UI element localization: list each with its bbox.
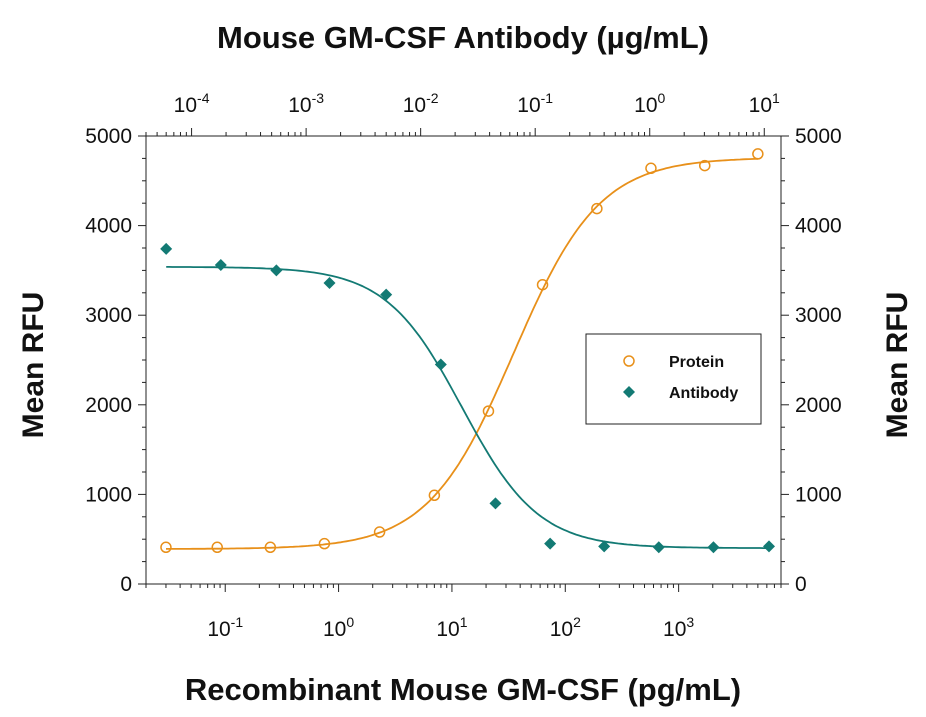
protein-data-point (699, 159, 711, 172)
antibody-data-point (214, 259, 227, 272)
x-bottom-tick-label: 10-1 (207, 614, 243, 641)
tick-exponent: -2 (426, 90, 439, 106)
protein-data-point (482, 405, 495, 417)
tick-exponent: -1 (541, 90, 554, 106)
protein-data-point (752, 148, 764, 160)
x-bottom-tick-label: 103 (663, 614, 694, 641)
x-top-tick-label: 10-3 (288, 90, 324, 117)
legend-box (585, 333, 762, 425)
tick-base: 10 (749, 94, 772, 117)
x-top-tick-label: 10-4 (174, 90, 210, 117)
y-right-tick-label: 4000 (795, 215, 842, 238)
legend-label-protein: Protein (669, 354, 724, 371)
tick-base: 10 (207, 618, 230, 641)
tick-base: 10 (323, 618, 346, 641)
antibody-data-point (763, 540, 776, 553)
tick-base: 10 (403, 94, 426, 117)
protein-data-point (211, 541, 223, 554)
y-left-tick-label: 1000 (85, 483, 132, 506)
tick-base: 10 (550, 618, 573, 641)
antibody-data-point (380, 288, 393, 301)
protein-data-point (318, 537, 331, 550)
x-bottom-tick-label: 101 (436, 614, 467, 641)
tick-base: 10 (634, 94, 657, 117)
protein-data-point (160, 541, 172, 554)
protein-data-point (645, 162, 657, 175)
y-left-tick-label: 2000 (85, 394, 132, 417)
x-top-tick-label: 100 (634, 90, 665, 117)
tick-base: 10 (436, 618, 459, 641)
y-right-tick-label: 3000 (795, 304, 842, 327)
protein-data-point (264, 541, 277, 554)
protein-fit-curve (166, 157, 758, 550)
tick-exponent: 0 (346, 614, 354, 630)
legend-marker-antibody (623, 386, 635, 398)
x-top-tick-label: 10-2 (403, 90, 439, 117)
tick-exponent: -4 (197, 90, 210, 106)
x-bottom-tick-label: 100 (323, 614, 354, 641)
right-y-axis-title: Mean RFU (881, 292, 914, 439)
x-top-tick-label: 101 (749, 90, 780, 117)
tick-exponent: -1 (231, 614, 244, 630)
protein-data-point (536, 278, 549, 291)
legend-label-antibody: Antibody (669, 385, 738, 402)
tick-base: 10 (174, 94, 197, 117)
tick-exponent: 2 (573, 614, 581, 630)
y-right-tick-label: 0 (795, 573, 807, 596)
tick-exponent: 1 (460, 614, 468, 630)
protein-data-point (591, 202, 603, 215)
tick-exponent: 1 (772, 90, 780, 106)
left-y-axis-title: Mean RFU (17, 292, 50, 439)
antibody-data-point (160, 242, 173, 255)
tick-base: 10 (517, 94, 540, 117)
y-right-tick-label: 1000 (795, 483, 842, 506)
tick-exponent: 3 (686, 614, 694, 630)
top-axis-title: Mouse GM-CSF Antibody (µg/mL) (217, 20, 709, 55)
y-right-tick-label: 5000 (795, 125, 842, 148)
antibody-data-point (544, 537, 557, 550)
antibody-data-point (489, 497, 502, 510)
antibody-data-point (434, 358, 447, 371)
x-axis-title: Recombinant Mouse GM-CSF (pg/mL) (185, 672, 741, 707)
tick-base: 10 (288, 94, 311, 117)
antibody-data-point (270, 264, 283, 277)
legend-marker-protein (623, 355, 635, 367)
antibody-data-point (707, 541, 720, 554)
tick-base: 10 (663, 618, 686, 641)
antibody-data-point (598, 540, 611, 553)
legend: Protein Antibody (585, 333, 762, 425)
y-left-tick-label: 0 (120, 573, 132, 596)
tick-exponent: -3 (312, 90, 325, 106)
y-left-tick-label: 3000 (85, 304, 132, 327)
antibody-data-point (652, 541, 665, 554)
y-left-tick-label: 4000 (85, 215, 132, 238)
x-bottom-tick-label: 102 (550, 614, 581, 641)
protein-data-point (373, 526, 386, 538)
tick-exponent: 0 (658, 90, 666, 106)
x-top-tick-label: 10-1 (517, 90, 553, 117)
protein-data-point (428, 489, 441, 502)
antibody-data-point (323, 276, 336, 289)
antibody-fit-curve (166, 265, 769, 549)
y-left-tick-label: 5000 (85, 125, 132, 148)
y-right-tick-label: 2000 (795, 394, 842, 417)
